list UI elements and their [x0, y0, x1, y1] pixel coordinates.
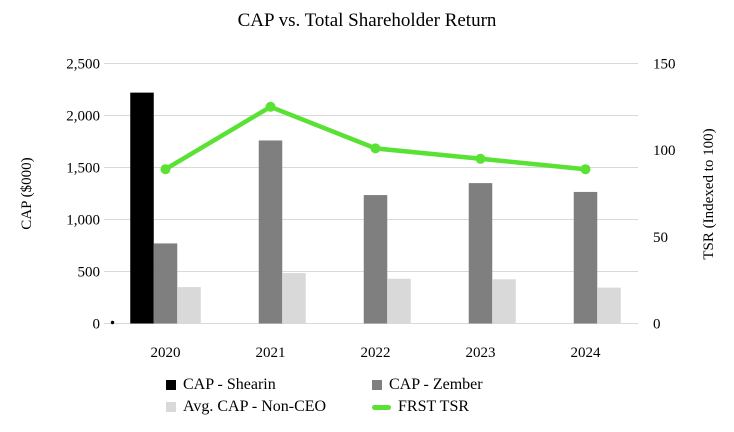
right-axis-tick-label: 0	[653, 317, 661, 333]
bar-2023	[468, 183, 493, 324]
right-axis-tick-label: 100	[653, 143, 676, 159]
tsr-point-2022	[370, 143, 381, 154]
bar-2021	[258, 140, 283, 324]
legend-item-1: CAP - Shearin	[166, 375, 372, 395]
right-axis-tick-label: 50	[653, 230, 668, 246]
bar-2024	[597, 287, 621, 324]
legend-label: Avg. CAP - Non-CEO	[183, 398, 327, 415]
bar-2020	[130, 92, 154, 324]
left-axis-tick-label: 500	[78, 265, 101, 281]
left-axis-tick-label: 2,500	[66, 57, 100, 73]
legend-item-4: FRST TSR	[372, 397, 483, 417]
bar-2020	[153, 243, 178, 324]
tsr-point-2023	[475, 153, 486, 164]
legend-item-2: CAP - Zember	[372, 375, 483, 395]
bar-2022	[387, 278, 411, 324]
bar-2021	[282, 273, 306, 324]
bar-2023	[492, 279, 516, 324]
x-axis-label-2021: 2021	[256, 345, 286, 361]
x-axis-label-2022: 2022	[361, 345, 391, 361]
legend-square-swatch	[166, 402, 176, 412]
left-axis-tick-label: 0	[93, 317, 101, 333]
right-axis-tick-label: 150	[653, 57, 676, 73]
legend-line-swatch	[372, 404, 391, 410]
legend-label: CAP - Shearin	[183, 376, 276, 393]
legend-square-swatch	[166, 380, 176, 390]
x-axis-label-2023: 2023	[466, 345, 496, 361]
tsr-line	[163, 104, 588, 172]
left-axis-tick-label: 1,500	[66, 161, 100, 177]
legend-label: FRST TSR	[398, 398, 470, 415]
x-axis-label-2020: 2020	[151, 345, 181, 361]
legend: CAP - Shearin CAP - Zember Avg. CAP - Non-…	[166, 375, 483, 417]
left-axis-tick-label: 1,000	[66, 213, 100, 229]
legend-label: CAP - Zember	[389, 376, 483, 393]
left-axis-tick-label: 2,000	[66, 109, 100, 125]
bar-2024	[573, 191, 598, 324]
bar-2020	[177, 287, 201, 324]
legend-item-3: Avg. CAP - Non-CEO	[166, 397, 372, 417]
tsr-point-2020	[160, 164, 171, 175]
tsr-point-2021	[265, 101, 276, 112]
legend-square-swatch	[372, 380, 382, 390]
right-axis-title: TSR (Indexed to 100)	[701, 128, 717, 259]
tsr-point-2024	[580, 164, 591, 175]
x-axis-label-2024: 2024	[571, 345, 602, 361]
baseline-dot	[110, 320, 115, 325]
left-axis-title: CAP ($000)	[19, 157, 35, 229]
chart-title: CAP vs. Total Shareholder Return	[237, 10, 497, 31]
bar-2022	[363, 195, 388, 324]
